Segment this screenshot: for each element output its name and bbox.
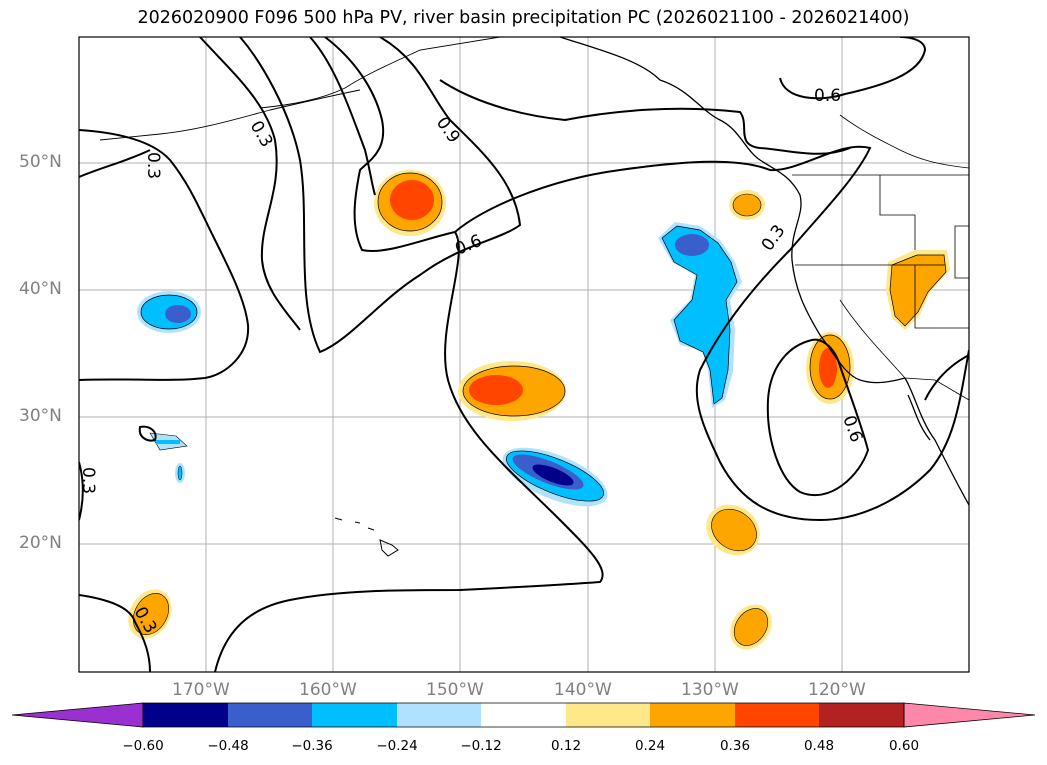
colorbar-tick-label: 0.48 <box>803 738 835 754</box>
coastline-alaska <box>259 37 501 109</box>
lat-label: 30°N <box>19 406 62 426</box>
colorbar-extend-max <box>903 702 1036 728</box>
lon-label: 170°W <box>172 680 230 700</box>
colorbar-tick-label: 0.12 <box>550 738 582 754</box>
coastline-north-america <box>559 37 906 384</box>
colorbar-tick-label: 0.60 <box>888 738 920 754</box>
border-canada-internal <box>839 114 969 169</box>
colorbar <box>11 702 1036 728</box>
anomaly-blob-negative-west <box>137 291 201 333</box>
contour-0.3-southwest <box>79 594 151 672</box>
colorbar-bin <box>228 703 312 727</box>
lon-label: 120°W <box>808 680 866 700</box>
contour-0.3-east <box>454 145 969 522</box>
contour-0.3-west <box>79 129 250 381</box>
coastline-aleutians <box>99 89 361 141</box>
colorbar-tick-label: −0.48 <box>207 738 249 754</box>
lon-label: 150°W <box>426 680 484 700</box>
anomaly-blob-negative-subtropical <box>502 447 608 507</box>
contour-0.3-west-edge <box>79 461 84 521</box>
contour-0.6-loop <box>239 37 522 354</box>
coastlines <box>99 37 969 557</box>
border-ca-nv-az <box>839 299 969 401</box>
coastline-hawaii <box>334 517 399 557</box>
colorbar-bin <box>566 703 650 727</box>
colorbar-tick-label: −0.12 <box>460 738 502 754</box>
contour-0.6-south <box>214 231 604 672</box>
colorbar-tick-label: −0.60 <box>122 738 164 754</box>
anomaly-blob-central-pacific <box>458 361 566 421</box>
anomaly-blob-south-2 <box>730 604 772 650</box>
colorbar-tick-label: −0.24 <box>376 738 418 754</box>
colorbar-bin <box>143 703 228 727</box>
map-frame <box>79 37 969 672</box>
contour-0.6-se-fragment <box>924 354 969 401</box>
lat-label: 50°N <box>19 152 62 172</box>
anomaly-blob-great-basin <box>886 250 950 330</box>
coastline-mexico <box>904 377 969 506</box>
anomaly-blob-small-negative <box>149 432 188 483</box>
colorbar-bin <box>397 703 481 727</box>
map-border <box>78 36 970 673</box>
colorbar-bin <box>312 703 397 727</box>
anomaly-blob-gulf-alaska <box>374 170 446 236</box>
lat-label: 40°N <box>19 279 62 299</box>
colorbar-tick-label: 0.36 <box>719 738 751 754</box>
pv-contours <box>79 37 969 672</box>
map-title: 2026020900 F096 500 hPa PV, river basin … <box>137 8 910 28</box>
contour-0.6-canada <box>779 37 927 100</box>
state-borders <box>795 175 969 329</box>
colorbar-bin <box>819 703 904 727</box>
anomaly-blob-california <box>806 332 854 404</box>
contour-0.9-b <box>324 37 456 252</box>
lon-label: 160°W <box>299 680 357 700</box>
political-borders <box>792 114 969 401</box>
contour-0.3-northwest <box>79 149 151 178</box>
contour-small-loop <box>138 425 157 442</box>
anomaly-blob-southwest <box>128 589 172 639</box>
colorbar-tick-label: −0.36 <box>291 738 333 754</box>
anomaly-blob-negative-northeast <box>658 222 742 408</box>
colorbar-extend-min <box>11 702 144 728</box>
contour-0.9-a <box>309 37 376 196</box>
colorbar-bin <box>650 703 735 727</box>
contour-0.3-central <box>199 37 301 331</box>
coastline-baja <box>907 394 931 441</box>
colorbar-bin <box>735 703 819 727</box>
lon-label: 140°W <box>554 680 612 700</box>
contour-0.6-north <box>439 79 851 155</box>
anomaly-blob-south-1 <box>706 504 760 556</box>
lon-label: 130°W <box>681 680 739 700</box>
colorbar-bin <box>481 703 566 727</box>
colorbar-tick-label: 0.24 <box>634 738 666 754</box>
anomaly-blob-oregon-coast <box>729 190 765 220</box>
lat-label: 20°N <box>19 533 62 553</box>
